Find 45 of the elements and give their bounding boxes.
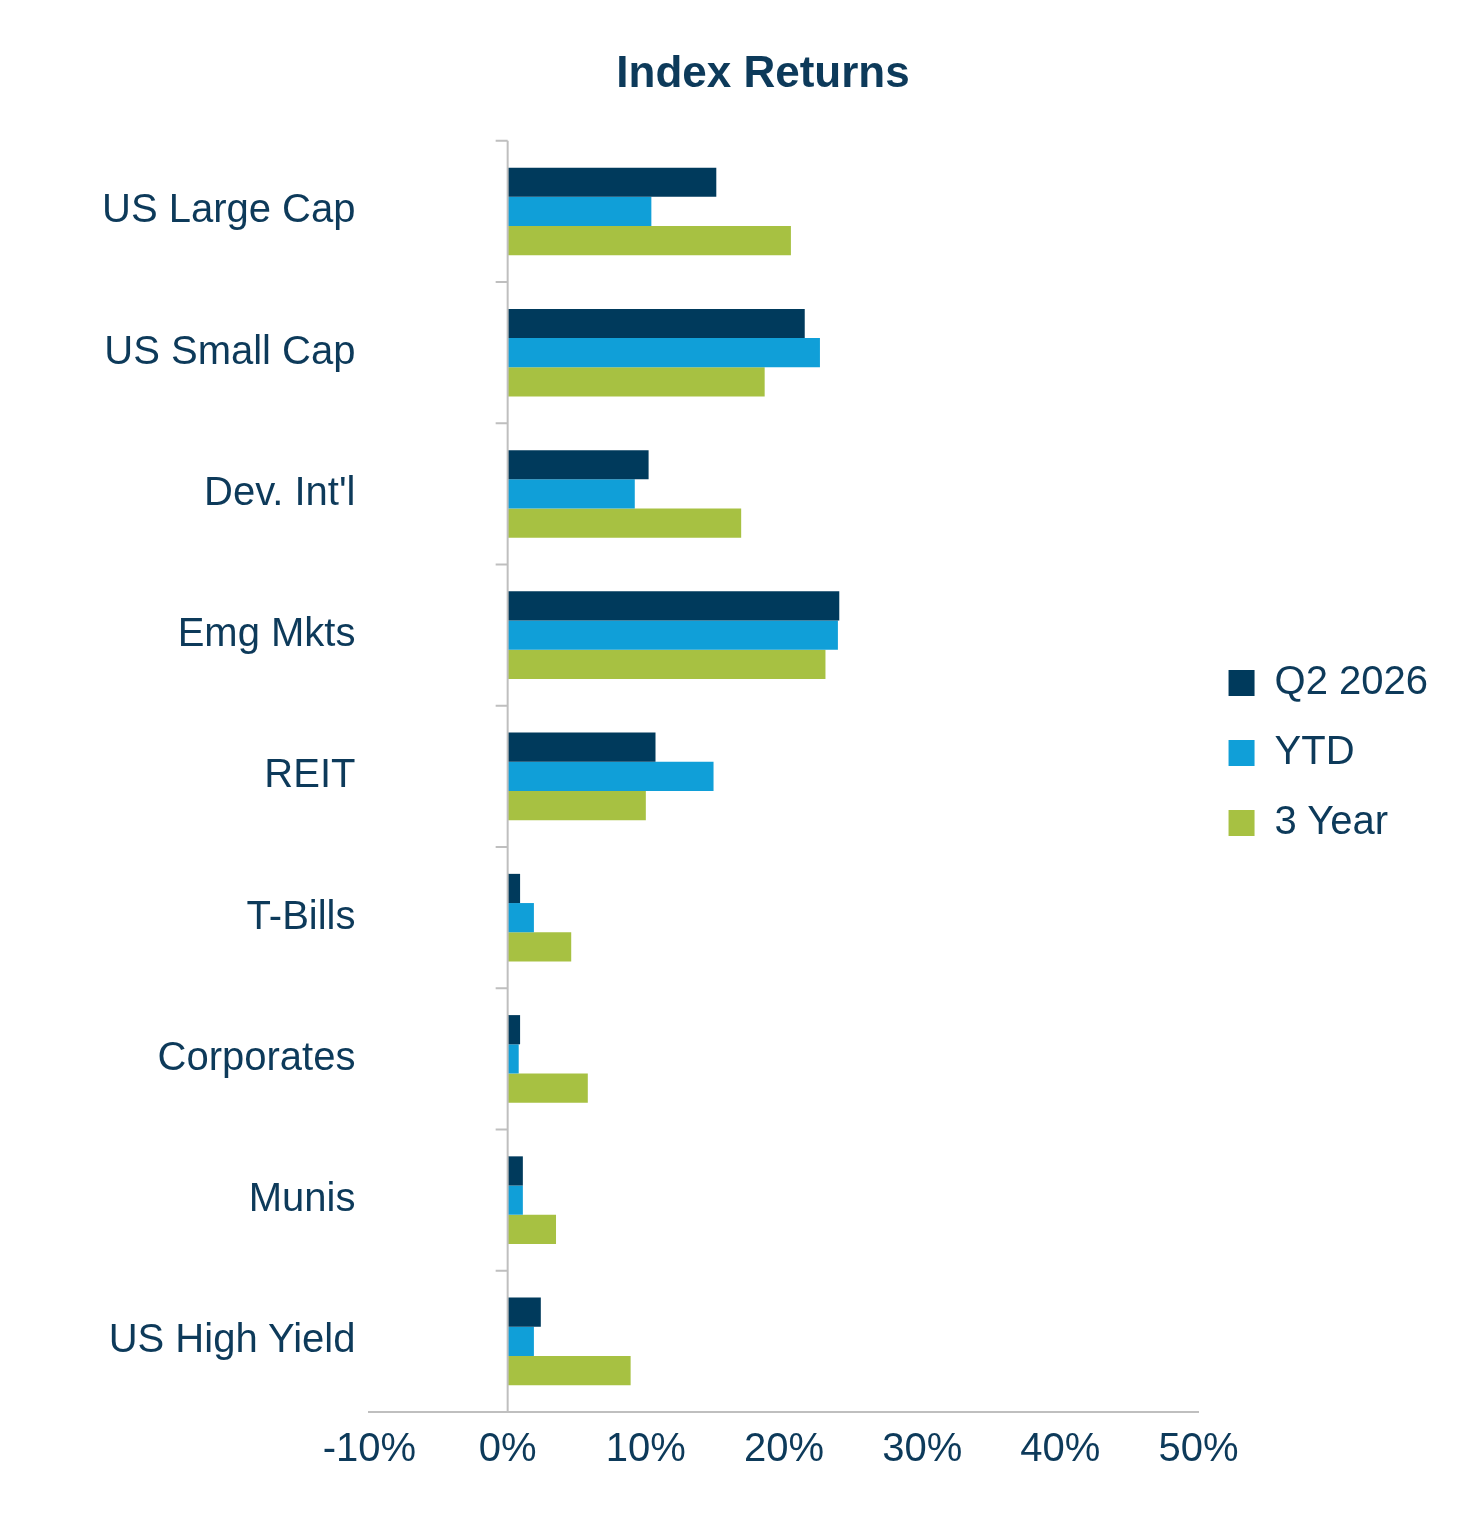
y-tick-label: Corporates bbox=[157, 1033, 356, 1078]
bar bbox=[507, 167, 717, 197]
bar bbox=[507, 591, 840, 621]
y-tick-label: Dev. Int'l bbox=[204, 468, 356, 513]
bar bbox=[507, 450, 649, 480]
chart-title: Index Returns bbox=[616, 46, 910, 96]
bar bbox=[507, 1185, 523, 1215]
bar bbox=[507, 226, 791, 256]
bar bbox=[507, 1044, 519, 1074]
x-tick-label: -10% bbox=[322, 1425, 417, 1470]
x-tick-label: 50% bbox=[1158, 1425, 1239, 1470]
x-tick-label: 0% bbox=[478, 1425, 537, 1470]
bar bbox=[507, 761, 714, 791]
bar bbox=[507, 903, 534, 933]
bar bbox=[507, 1156, 523, 1186]
y-tick-label: REIT bbox=[264, 751, 356, 796]
y-tick-label: US High Yield bbox=[108, 1316, 356, 1361]
y-tick-label: T-Bills bbox=[246, 892, 356, 937]
y-tick-label: US Small Cap bbox=[104, 327, 356, 372]
bar bbox=[507, 620, 838, 650]
bar bbox=[507, 479, 635, 509]
bar bbox=[507, 338, 820, 368]
legend-label: YTD bbox=[1274, 728, 1355, 773]
x-tick-label: 10% bbox=[605, 1425, 686, 1470]
bar bbox=[507, 1214, 557, 1244]
bar bbox=[507, 508, 742, 538]
y-tick-label: US Large Cap bbox=[101, 186, 356, 231]
bar bbox=[507, 791, 646, 821]
legend-label: Q2 2026 bbox=[1274, 658, 1429, 703]
x-tick-label: 20% bbox=[743, 1425, 825, 1470]
bar bbox=[507, 1297, 541, 1327]
x-tick-label: 30% bbox=[882, 1425, 963, 1470]
bar bbox=[507, 367, 765, 397]
bar bbox=[507, 1355, 631, 1386]
bar bbox=[507, 196, 652, 227]
bar bbox=[507, 732, 656, 762]
bar bbox=[507, 932, 572, 962]
legend-label: 3 Year bbox=[1274, 798, 1389, 843]
y-tick-label: Emg Mkts bbox=[177, 610, 356, 655]
bar bbox=[507, 308, 805, 339]
bar bbox=[507, 1073, 588, 1103]
y-tick-label: Munis bbox=[248, 1175, 356, 1220]
bar bbox=[507, 1326, 534, 1356]
x-tick-label: 40% bbox=[1020, 1425, 1101, 1470]
bar bbox=[507, 649, 826, 679]
